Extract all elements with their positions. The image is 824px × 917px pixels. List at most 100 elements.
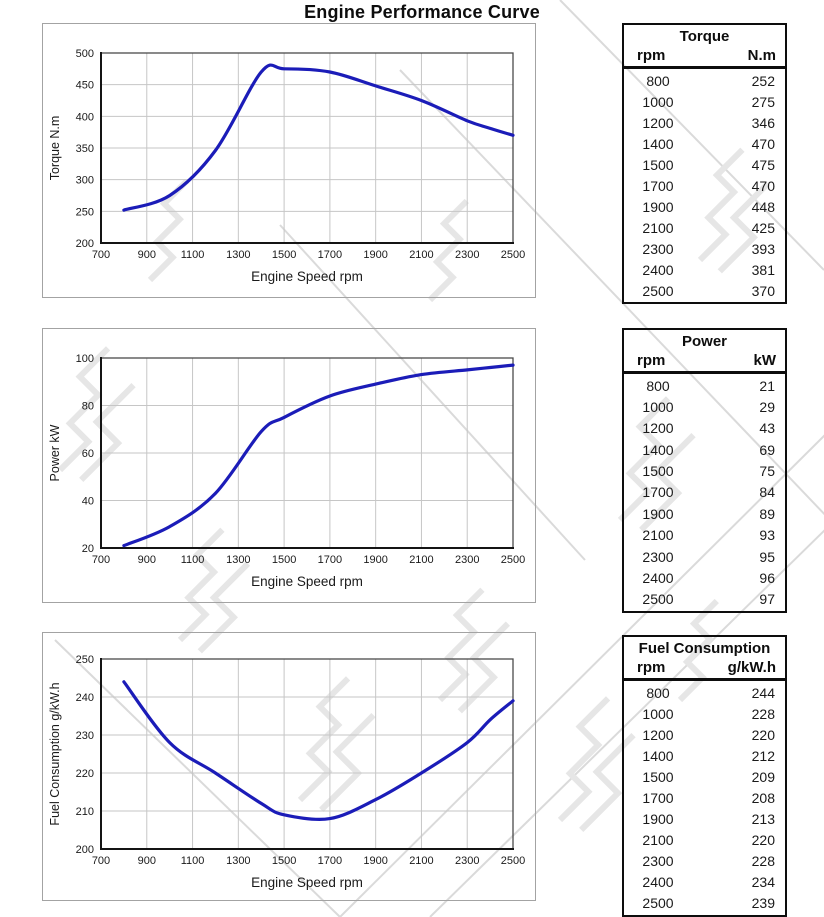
axis-tick-labels: 700 900 1100 1300 1500 1700 1900 2100 2300 2500 20…: [76, 654, 526, 867]
value-cell: 448: [751, 198, 775, 215]
value-cell: 69: [759, 441, 775, 458]
rpm-cell: 1700: [642, 484, 674, 501]
y-tick-label: 60: [82, 448, 94, 460]
rpm-cell: 1000: [642, 399, 674, 416]
value-cell: 381: [751, 261, 775, 278]
value-cell: 213: [751, 811, 775, 828]
value-cell: 43: [759, 420, 775, 437]
x-tick-label: 2100: [409, 554, 433, 566]
table-row: 2300 393: [624, 238, 785, 259]
x-axis-label: Engine Speed rpm: [251, 574, 363, 589]
table-row: 1200 346: [624, 112, 785, 133]
col-header-unit: kW: [753, 352, 777, 369]
col-header-rpm: rpm: [637, 47, 666, 64]
value-cell: 346: [751, 114, 775, 131]
value-cell: 95: [759, 548, 775, 565]
power-chart-panel: 700 900 1100 1300 1500 1700 1900 2100 2300 2500 20…: [42, 328, 536, 603]
y-tick-label: 100: [76, 353, 94, 365]
value-cell: 239: [751, 895, 775, 912]
y-tick-label: 40: [82, 496, 94, 508]
rpm-cell: 1700: [642, 177, 674, 194]
gridlines: [100, 357, 514, 549]
table-row: 1900 213: [624, 809, 785, 830]
table-row: 1000 275: [624, 91, 785, 112]
x-tick-label: 1500: [272, 554, 296, 566]
fuel-consumption-curve: [122, 680, 515, 822]
table-row: 1700 208: [624, 787, 785, 808]
rpm-cell: 1900: [642, 198, 674, 215]
table-header: Power rpm kW: [624, 330, 785, 374]
value-cell: 84: [759, 484, 775, 501]
table-row: 2100 425: [624, 217, 785, 238]
x-tick-label: 1300: [226, 855, 250, 867]
table-row: 2400 96: [624, 567, 785, 588]
value-cell: 212: [751, 747, 775, 764]
rpm-cell: 1400: [642, 441, 674, 458]
rpm-cell: 2300: [642, 548, 674, 565]
torque-table: Torque rpm N.m 800 252 1000 275 1200 346 1400 4…: [622, 23, 787, 304]
rpm-cell: 1500: [642, 463, 674, 480]
rpm-cell: 2100: [642, 832, 674, 849]
value-cell: 425: [751, 219, 775, 236]
x-tick-label: 700: [92, 855, 110, 867]
power-curve: [122, 363, 515, 548]
x-tick-label: 2300: [455, 855, 479, 867]
col-header-rpm: rpm: [637, 352, 666, 369]
value-cell: 89: [759, 505, 775, 522]
col-header-unit: N.m: [747, 47, 776, 64]
y-tick-label: 210: [76, 806, 94, 818]
torque-curve: [122, 63, 515, 212]
rpm-cell: 2400: [642, 569, 674, 586]
table-row: 1400 470: [624, 133, 785, 154]
x-tick-label: 1300: [226, 249, 250, 261]
rpm-cell: 1200: [642, 114, 674, 131]
y-tick-label: 230: [76, 730, 94, 742]
x-tick-label: 900: [138, 554, 156, 566]
rpm-cell: 2300: [642, 853, 674, 870]
value-cell: 370: [751, 282, 775, 299]
x-tick-label: 1900: [363, 554, 387, 566]
power-table: Power rpm kW 800 21 1000 29 1200 43 1400 69 1500…: [622, 328, 787, 613]
rpm-cell: 1500: [642, 768, 674, 785]
value-cell: 29: [759, 399, 775, 416]
y-tick-label: 20: [82, 543, 94, 555]
value-cell: 21: [759, 377, 775, 394]
table-row: 800 252: [624, 70, 785, 91]
rpm-cell: 1700: [642, 790, 674, 807]
table-body: 800 244 1000 228 1200 220 1400 212 1500 209 1700 20…: [624, 681, 785, 915]
x-tick-label: 900: [138, 855, 156, 867]
x-axis-label: Engine Speed rpm: [251, 269, 363, 284]
table-header: Torque rpm N.m: [624, 25, 785, 69]
table-row: 1500 209: [624, 766, 785, 787]
rpm-cell: 2100: [642, 527, 674, 544]
rpm-cell: 1500: [642, 156, 674, 173]
fuel-consumption-chart: 700 900 1100 1300 1500 1700 1900 2100 2300 2500 20…: [48, 654, 526, 890]
x-tick-label: 2300: [455, 249, 479, 261]
y-tick-label: 400: [76, 111, 94, 123]
y-tick-label: 500: [76, 48, 94, 60]
y-tick-label: 300: [76, 175, 94, 187]
x-tick-label: 1900: [363, 249, 387, 261]
x-tick-label: 1700: [318, 855, 342, 867]
value-cell: 252: [751, 72, 775, 89]
table-title: Fuel Consumption: [638, 640, 771, 657]
rpm-cell: 1000: [642, 93, 674, 110]
fuel-consumption-table: Fuel Consumption rpm g/kW.h 800 244 1000 22…: [622, 635, 787, 917]
y-axis-label: Torque N.m: [48, 116, 62, 181]
value-cell: 470: [751, 177, 775, 194]
x-tick-label: 2500: [501, 855, 525, 867]
rpm-cell: 2100: [642, 219, 674, 236]
rpm-cell: 800: [646, 72, 670, 89]
rpm-cell: 2500: [642, 895, 674, 912]
x-tick-label: 2300: [455, 554, 479, 566]
value-cell: 393: [751, 240, 775, 257]
y-tick-label: 200: [76, 238, 94, 250]
y-axis-label: Fuel Consumption g/kW.h: [48, 682, 62, 825]
table-row: 2100 93: [624, 525, 785, 546]
rpm-cell: 1400: [642, 135, 674, 152]
axis-tick-labels: 700 900 1100 1300 1500 1700 1900 2100 2300 2500 20…: [76, 48, 526, 261]
value-cell: 228: [751, 705, 775, 722]
x-tick-label: 2100: [409, 855, 433, 867]
x-tick-label: 1900: [363, 855, 387, 867]
